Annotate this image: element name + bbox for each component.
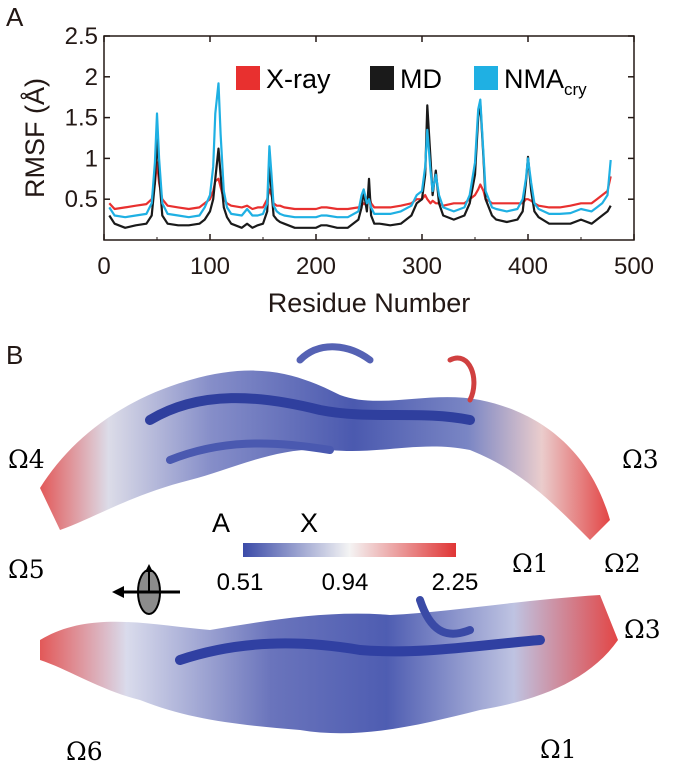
- region-label-omega6: Ω6: [66, 737, 103, 766]
- x-axis-title: Residue Number: [268, 288, 471, 318]
- protein-structure-top-view: [40, 343, 610, 540]
- region-label-omega2: Ω2: [604, 549, 641, 578]
- legend-swatch: [236, 66, 260, 90]
- panel-label-b: B: [6, 340, 24, 370]
- colorbar-gradient: [243, 543, 456, 557]
- legend: X-ray MD NMAcry: [236, 64, 587, 99]
- colorbar-mid: 0.94: [322, 569, 369, 596]
- x-tick-label: 500: [614, 253, 654, 280]
- region-label-omega3-bottom: Ω3: [624, 615, 661, 644]
- x-tick-label: 200: [296, 253, 336, 280]
- region-label-omega1-top: Ω1: [512, 549, 549, 578]
- series-group: [108, 82, 612, 229]
- x-axis-ticks: 0 100 200 300 400 500: [97, 36, 654, 280]
- x-tick-label: 0: [97, 253, 110, 280]
- legend-label: MD: [400, 64, 442, 94]
- region-label-omega3-top: Ω3: [622, 445, 659, 474]
- strand-top: [166, 439, 334, 464]
- protein-ribbon-bottom: [40, 595, 618, 734]
- region-label-omega5: Ω5: [8, 555, 45, 584]
- x-tick-label: 100: [190, 253, 230, 280]
- loop-top-red: [447, 355, 477, 403]
- colorbar-min: 0.51: [217, 569, 264, 596]
- colorbar: 0.51 0.94 2.25: [217, 543, 479, 596]
- rotation-icon: [112, 564, 180, 615]
- region-label-omega4: Ω4: [8, 445, 45, 474]
- protein-ribbon-top: [40, 370, 610, 540]
- x-tick-label: 400: [508, 253, 548, 280]
- y-tick-label: 2: [85, 64, 98, 91]
- structure-axis-label-a: A: [212, 508, 230, 538]
- y-tick-label: 2.5: [65, 23, 98, 50]
- y-tick-label: 0.5: [65, 186, 98, 213]
- helix-top: [145, 393, 475, 425]
- protein-structure-bottom-view: [40, 595, 618, 734]
- structure-axis-label-x: X: [300, 508, 318, 538]
- legend-swatch: [370, 66, 394, 90]
- y-tick-label: 1.5: [65, 105, 98, 132]
- loop-top: [296, 343, 374, 364]
- legend-label: NMAcry: [504, 64, 587, 99]
- legend-label: X-ray: [266, 64, 331, 94]
- region-label-omega1-bottom: Ω1: [540, 735, 577, 764]
- y-tick-label: 1: [85, 145, 98, 172]
- coil-bottom: [416, 596, 474, 638]
- legend-swatch: [474, 66, 498, 90]
- y-axis-title: RMSF (Å): [19, 78, 50, 198]
- panel-label-a: A: [6, 2, 24, 32]
- helix-bottom: [175, 635, 545, 665]
- series-line-nma: [108, 82, 612, 219]
- y-axis-ticks: 0.5 1 1.5 2 2.5: [65, 23, 634, 213]
- x-tick-label: 300: [402, 253, 442, 280]
- colorbar-max: 2.25: [432, 569, 479, 596]
- rmsf-chart: 0 100 200 300 400 500 0.5 1 1.5 2 2.5 Residue Num…: [19, 23, 654, 318]
